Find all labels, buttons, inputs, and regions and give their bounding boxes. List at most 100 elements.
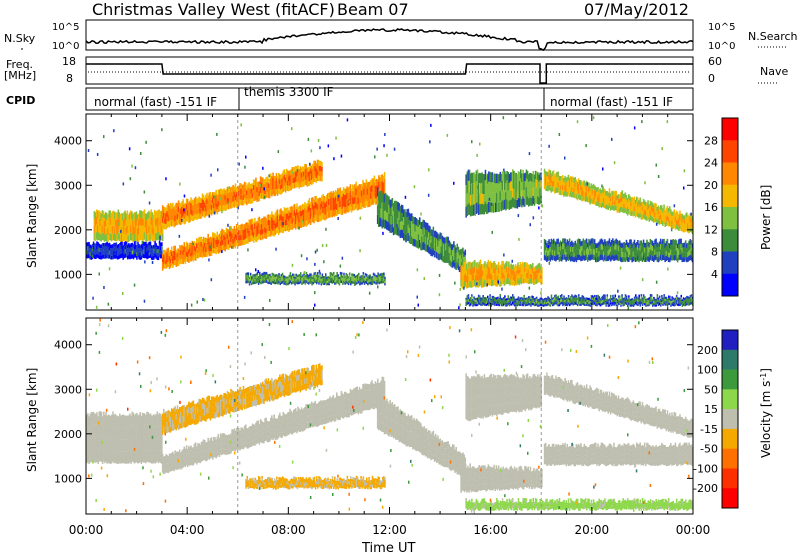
data-cell xyxy=(304,202,306,208)
data-cell xyxy=(549,242,552,247)
data-cell xyxy=(290,174,293,180)
data-cell xyxy=(192,248,195,253)
data-cell xyxy=(185,251,188,257)
data-cell xyxy=(256,274,259,278)
data-cell xyxy=(346,274,349,277)
data-cell xyxy=(618,245,621,251)
data-cell xyxy=(485,303,488,306)
data-cell xyxy=(535,279,537,284)
data-cell xyxy=(470,275,473,282)
data-cell xyxy=(651,212,654,217)
data-cell xyxy=(505,173,507,183)
data-cell xyxy=(525,303,528,306)
data-cell xyxy=(274,276,277,280)
data-cell xyxy=(101,225,104,233)
data-cell xyxy=(348,192,351,200)
data-cell xyxy=(621,299,623,302)
data-cell xyxy=(338,276,341,279)
data-cell xyxy=(525,278,527,284)
data-cell xyxy=(253,274,255,277)
data-cell xyxy=(571,299,573,302)
data-cell xyxy=(682,223,685,228)
data-cell xyxy=(652,303,654,305)
data-cell xyxy=(525,178,528,188)
data-cell xyxy=(471,274,474,281)
data-cell xyxy=(278,229,280,236)
data-cell xyxy=(260,229,263,235)
data-cell xyxy=(448,259,451,266)
data-cell xyxy=(414,231,416,240)
data-cell xyxy=(287,175,289,181)
data-cell xyxy=(297,223,299,230)
data-cell xyxy=(468,300,471,303)
data-cell xyxy=(260,234,263,240)
data-cell xyxy=(312,163,314,169)
data-cell xyxy=(308,216,311,223)
data-cell xyxy=(373,276,376,279)
data-cell xyxy=(192,257,195,262)
data-cell xyxy=(100,227,102,235)
data-cell xyxy=(530,304,532,307)
data-cell xyxy=(296,215,298,222)
data-cell xyxy=(360,277,362,281)
data-cell xyxy=(375,185,378,192)
data-cell xyxy=(351,281,353,284)
data-cell xyxy=(477,275,479,282)
data-cell xyxy=(628,302,630,305)
data-cell xyxy=(620,247,622,253)
data-cell xyxy=(337,201,339,208)
data-cell xyxy=(586,299,588,302)
data-cell xyxy=(566,302,569,305)
data-cell xyxy=(257,196,260,202)
data-cell xyxy=(180,255,182,260)
data-cell xyxy=(491,280,493,287)
data-cell xyxy=(599,300,602,303)
data-cell xyxy=(254,274,256,277)
data-cell xyxy=(461,269,464,276)
data-cell xyxy=(637,212,639,217)
data-cell xyxy=(330,280,333,284)
data-cell xyxy=(661,210,663,215)
data-cell xyxy=(477,269,479,276)
data-cell xyxy=(656,247,659,253)
data-cell xyxy=(615,243,618,250)
data-cell xyxy=(637,240,639,246)
data-cell xyxy=(285,280,287,284)
data-cell xyxy=(501,171,504,181)
data-cell xyxy=(379,183,381,191)
data-cell xyxy=(231,233,233,239)
data-cell xyxy=(251,276,253,279)
data-cell xyxy=(524,298,527,301)
data-cell xyxy=(613,303,615,306)
data-cell xyxy=(595,196,597,201)
data-cell xyxy=(548,169,550,175)
data-cell xyxy=(581,302,584,305)
data-cell xyxy=(488,279,491,286)
data-cell xyxy=(587,247,589,253)
data-cell xyxy=(507,172,510,182)
data-cell xyxy=(431,243,434,250)
data-cell xyxy=(150,252,153,257)
data-cell xyxy=(373,196,376,204)
data-cell xyxy=(356,204,359,211)
data-cell xyxy=(97,250,99,255)
data-cell xyxy=(606,241,608,247)
data-cell xyxy=(196,253,198,259)
data-cell xyxy=(215,201,217,207)
data-cell xyxy=(559,240,562,246)
data-cell xyxy=(378,182,380,189)
data-cell xyxy=(471,268,474,275)
data-cell xyxy=(198,207,200,213)
data-cell xyxy=(477,294,480,298)
data-cell xyxy=(684,217,687,223)
data-cell xyxy=(631,201,633,207)
data-cell xyxy=(601,197,604,203)
data-cell xyxy=(690,218,693,224)
data-cell xyxy=(289,218,291,225)
data-cell xyxy=(152,214,155,222)
data-cell xyxy=(663,219,665,225)
data-cell xyxy=(163,263,165,269)
data-cell xyxy=(603,193,605,199)
data-cell xyxy=(304,169,306,175)
nave-tick-bottom: 0 xyxy=(708,72,715,85)
